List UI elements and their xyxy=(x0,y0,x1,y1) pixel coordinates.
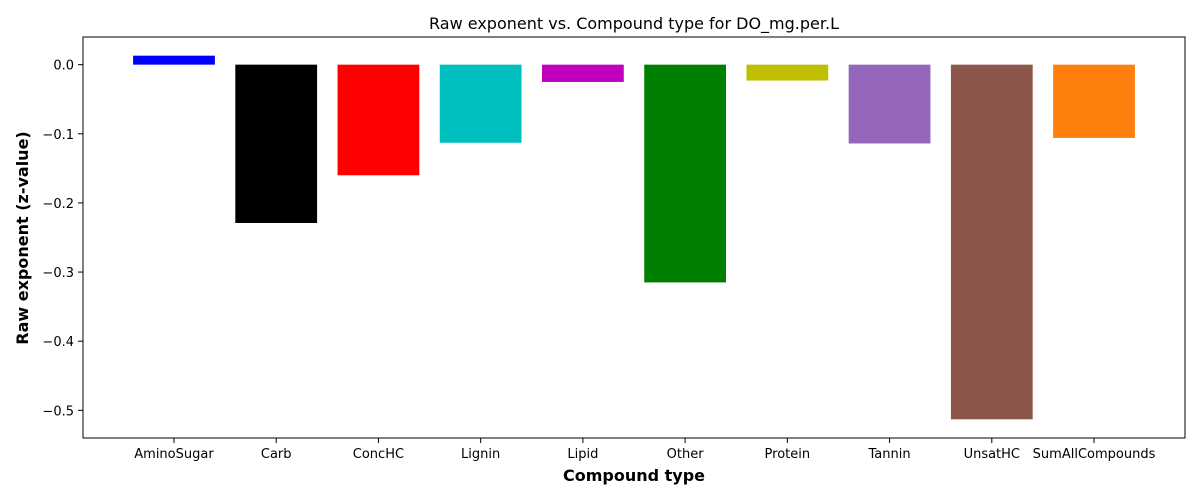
x-tick-label: SumAllCompounds xyxy=(1033,447,1156,462)
x-tick-label: Lipid xyxy=(567,447,598,462)
bar-carb xyxy=(235,64,318,223)
chart-title: Raw exponent vs. Compound type for DO_mg… xyxy=(429,14,839,34)
x-tick-label: Tannin xyxy=(868,447,911,462)
bar-protein xyxy=(746,64,829,81)
x-tick-label: UnsatHC xyxy=(964,447,1020,462)
x-tick-label: Other xyxy=(667,447,705,462)
y-tick-label: −0.5 xyxy=(42,404,74,419)
x-tick-label: Carb xyxy=(261,447,292,462)
y-tick-label: −0.4 xyxy=(42,335,74,350)
x-tick-label: Lignin xyxy=(461,447,500,462)
y-tick-label: −0.2 xyxy=(42,197,74,212)
bars-group xyxy=(133,55,1135,420)
bar-aminosugar xyxy=(133,55,215,65)
y-axis: 0.0 −0.1 −0.2 −0.3 −0.4 −0.5 xyxy=(42,59,83,419)
x-tick-label: ConcHC xyxy=(353,447,404,462)
y-tick-label: −0.1 xyxy=(42,128,74,143)
bar-lignin xyxy=(439,64,522,143)
x-tick-label: AminoSugar xyxy=(134,447,214,462)
bar-sumallcompounds xyxy=(1053,64,1135,138)
y-tick-label: 0.0 xyxy=(53,59,74,74)
plot-frame xyxy=(82,36,1186,439)
bar-lipid xyxy=(541,64,624,82)
bar-conchc xyxy=(337,64,420,176)
y-axis-title: Raw exponent (z-value) xyxy=(13,131,32,344)
x-axis: AminoSugar Carb ConcHC Lignin Lipid Other Prot… xyxy=(134,438,1156,462)
bar-other xyxy=(644,64,727,283)
y-tick-label: −0.3 xyxy=(42,266,74,281)
bar-unsathc xyxy=(950,64,1033,420)
x-axis-title: Compound type xyxy=(563,466,705,485)
bar-tannin xyxy=(848,64,931,144)
x-tick-label: Protein xyxy=(765,447,811,462)
